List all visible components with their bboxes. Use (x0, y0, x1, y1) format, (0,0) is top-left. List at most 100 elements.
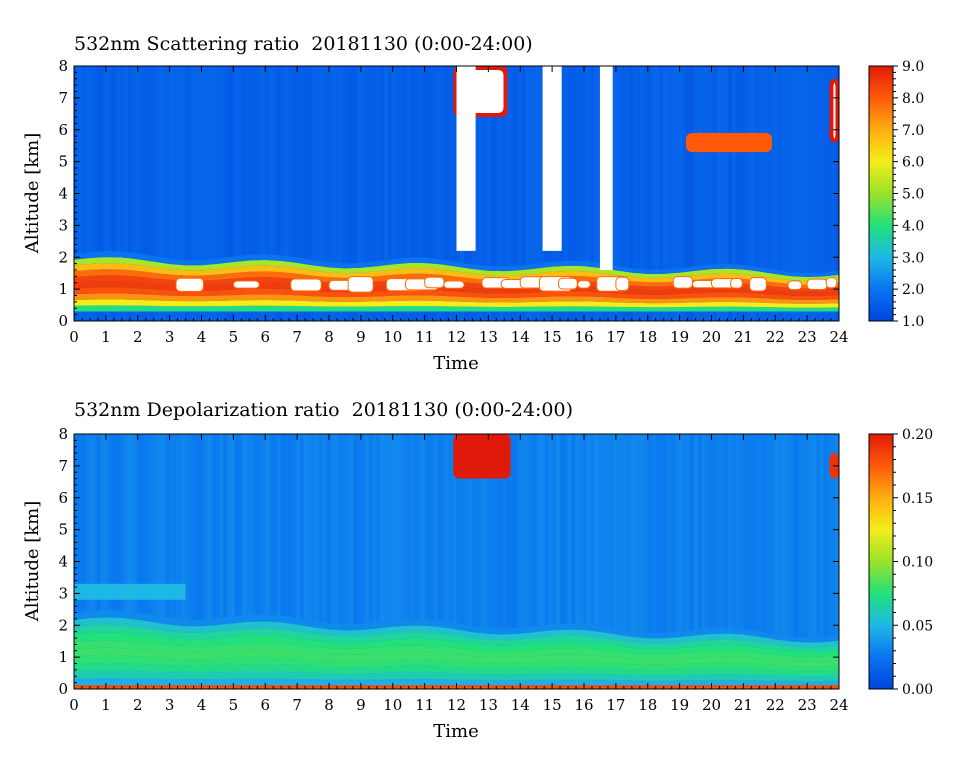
heatmap-column (299, 434, 305, 689)
heatmap-column (617, 66, 622, 321)
heatmap-column (773, 434, 779, 689)
heatmap-column (112, 66, 117, 321)
layer-band (74, 624, 839, 653)
heatmap-column (230, 434, 236, 689)
heatmap-column (223, 434, 228, 689)
heatmap-plot-area (74, 66, 839, 321)
y-axis: 0 1 2 3 4 5 6 7 8 (58, 425, 839, 698)
heatmap-column (154, 66, 159, 321)
signal-gap (599, 66, 613, 270)
heatmap-column (651, 66, 656, 321)
heatmap-column (261, 66, 266, 321)
heatmap-column (311, 66, 316, 321)
layer-band (74, 287, 839, 300)
heatmap-column (452, 434, 458, 689)
heatmap-column (525, 434, 530, 689)
x-tick-label: 7 (292, 328, 302, 346)
heatmap-column (762, 66, 767, 321)
layer-band (74, 617, 839, 648)
heatmap-column (620, 434, 626, 689)
heatmap-column (659, 66, 664, 321)
heatmap-column (674, 434, 679, 689)
heatmap-column (647, 66, 653, 321)
heatmap-column (280, 434, 285, 689)
y-axis-label: Altitude [km] (22, 501, 43, 623)
x-tick-label: 5 (229, 328, 239, 346)
heatmap-column (234, 434, 240, 689)
y-tick-label: 3 (58, 216, 68, 234)
x-tick-label: 16 (574, 328, 593, 346)
x-tick-label: 19 (670, 328, 689, 346)
heatmap-column (754, 434, 760, 689)
heatmap-column (659, 434, 664, 689)
heatmap-column (349, 66, 354, 321)
heatmap-column (108, 434, 113, 689)
heatmap-column (387, 434, 393, 689)
heatmap-column (808, 66, 813, 321)
heatmap-column (337, 434, 343, 689)
heatmap-column (406, 66, 412, 321)
heatmap-column (425, 434, 431, 689)
x-tick-label: 11 (415, 328, 434, 346)
heatmap-column (158, 66, 163, 321)
chart-title: 532nm Depolarization ratio 20181130 (0:0… (74, 399, 573, 421)
heatmap-column (364, 66, 370, 321)
heatmap-column (192, 66, 197, 321)
saturated-patch (290, 278, 322, 292)
heatmap-column (494, 434, 500, 689)
x-tick-label: 21 (734, 696, 753, 714)
heatmap-column (605, 434, 611, 689)
heatmap-column (540, 434, 546, 689)
colorbar-tick-label: 4.0 (902, 218, 924, 234)
heatmap-column (513, 66, 519, 321)
x-tick-label: 4 (197, 328, 207, 346)
y-tick-label: 2 (58, 248, 68, 266)
heatmap-column (674, 66, 679, 321)
y-tick-label: 2 (58, 616, 68, 634)
heatmap-column (731, 434, 737, 689)
heatmap-column (594, 66, 599, 321)
y-tick-label: 7 (58, 457, 68, 475)
heatmap-column (211, 434, 217, 689)
x-tick-label: 0 (69, 696, 79, 714)
heatmap-column (739, 66, 744, 321)
heatmap-column (272, 66, 278, 321)
x-tick-label: 4 (197, 696, 207, 714)
heatmap-column (777, 66, 783, 321)
heatmap-column (196, 434, 201, 689)
saturated-patch (825, 277, 838, 289)
heatmap-column (360, 434, 366, 689)
heatmap-column (743, 66, 748, 321)
heatmap-column (693, 434, 699, 689)
heatmap-column (399, 434, 404, 689)
colorbar-tick-label: 3.0 (902, 250, 924, 266)
y-tick-label: 5 (58, 521, 68, 539)
layer-band (74, 263, 839, 285)
y-tick-label: 3 (58, 584, 68, 602)
heatmap-column (483, 66, 488, 321)
colorbar-tick-label: 1.0 (902, 314, 924, 330)
heatmap-column (529, 434, 534, 689)
x-tick-label: 13 (479, 328, 498, 346)
heatmap-column (119, 66, 125, 321)
heatmap-column (575, 434, 580, 689)
heatmap-column (127, 434, 132, 689)
layer-band (74, 640, 839, 662)
saturated-patch (347, 276, 374, 293)
heatmap-column (108, 66, 113, 321)
heatmap-column (567, 66, 572, 321)
heatmap-column (322, 434, 328, 689)
heatmap-column (314, 66, 320, 321)
heatmap-column (471, 434, 477, 689)
y-tick-label: 0 (58, 680, 68, 698)
heatmap-column (525, 66, 530, 321)
layer-band (74, 609, 839, 643)
heatmap-column (678, 434, 683, 689)
heatmap-column (643, 434, 649, 689)
x-tick-label: 20 (702, 696, 721, 714)
heatmap-column (728, 66, 733, 321)
saturated-patch (558, 277, 578, 290)
heatmap-column (292, 66, 297, 321)
heatmap-column (762, 434, 767, 689)
heatmap-column (265, 434, 270, 689)
